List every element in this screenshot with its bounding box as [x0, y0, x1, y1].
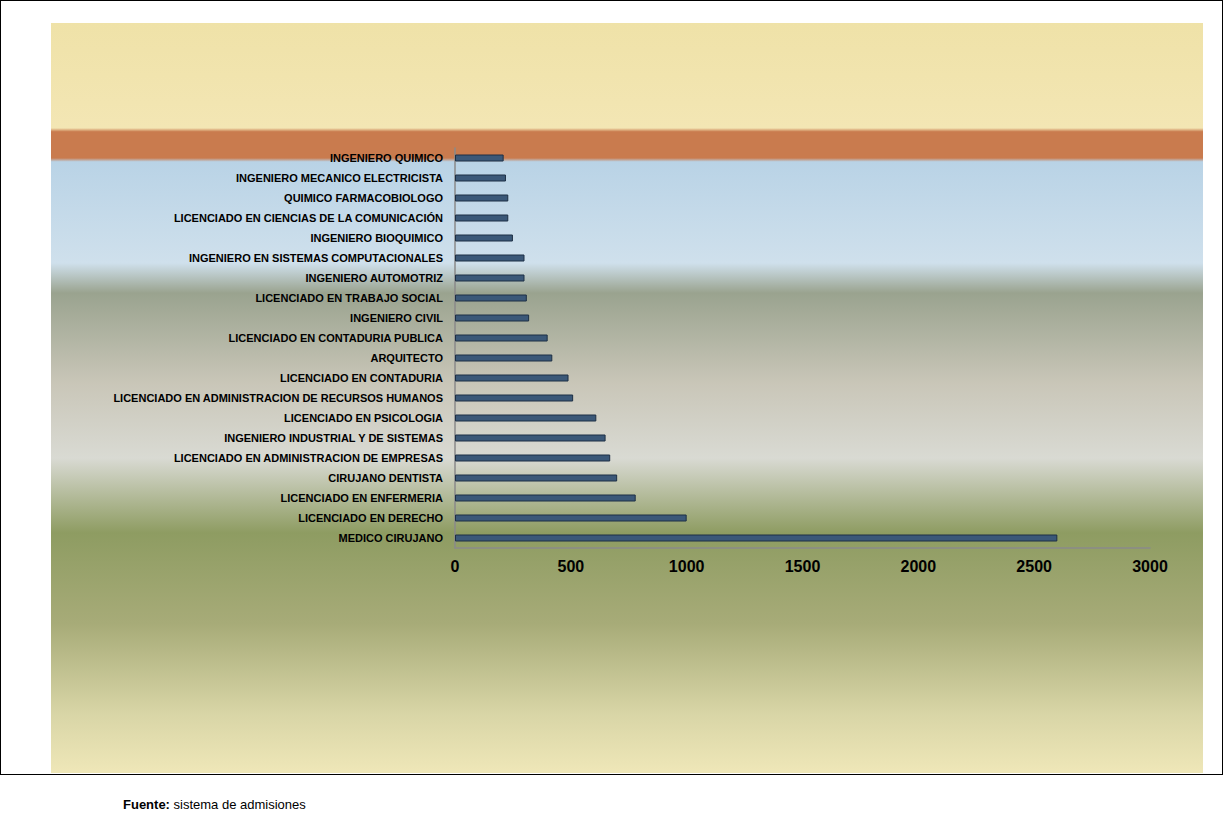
svg-text:2500: 2500 [1016, 558, 1052, 575]
svg-text:LICENCIADO EN CIENCIAS DE LA C: LICENCIADO EN CIENCIAS DE LA COMUNICACIÓ… [174, 212, 443, 224]
svg-text:INGENIERO BIOQUIMICO: INGENIERO BIOQUIMICO [310, 232, 443, 244]
svg-text:INGENIERO INDUSTRIAL Y DE SIST: INGENIERO INDUSTRIAL Y DE SISTEMAS [224, 432, 443, 444]
svg-text:MEDICO CIRUJANO: MEDICO CIRUJANO [338, 532, 443, 544]
svg-text:INGENIERO MECANICO ELECTRICIST: INGENIERO MECANICO ELECTRICISTA [236, 172, 443, 184]
svg-text:2000: 2000 [901, 558, 937, 575]
svg-text:LICENCIADO EN ENFERMERIA: LICENCIADO EN ENFERMERIA [280, 492, 443, 504]
svg-text:ARQUITECTO: ARQUITECTO [370, 352, 443, 364]
svg-text:Fuente:: Fuente: [123, 797, 170, 812]
svg-text:1000: 1000 [669, 558, 705, 575]
svg-text:INGENIERO CIVIL: INGENIERO CIVIL [350, 312, 443, 324]
svg-text:500: 500 [557, 558, 584, 575]
svg-text:LICENCIADO EN PSICOLOGIA: LICENCIADO EN PSICOLOGIA [284, 412, 443, 424]
svg-text:0: 0 [451, 558, 460, 575]
svg-text:LICENCIADO EN ADMINISTRACION D: LICENCIADO EN ADMINISTRACION DE EMPRESAS [174, 452, 443, 464]
svg-text:1500: 1500 [785, 558, 821, 575]
svg-text:LICENCIADO EN CONTADURIA: LICENCIADO EN CONTADURIA [280, 372, 443, 384]
svg-text:LICENCIADO EN ADMINISTRACION D: LICENCIADO EN ADMINISTRACION DE RECURSOS… [113, 392, 443, 404]
svg-text:sistema de admisiones: sistema de admisiones [170, 797, 306, 812]
svg-text:INGENIERO QUIMICO: INGENIERO QUIMICO [330, 152, 444, 164]
svg-text:INGENIERO AUTOMOTRIZ: INGENIERO AUTOMOTRIZ [306, 272, 444, 284]
svg-text:CIRUJANO DENTISTA: CIRUJANO DENTISTA [328, 472, 443, 484]
svg-text:LICENCIADO EN CONTADURIA PUBLI: LICENCIADO EN CONTADURIA PUBLICA [229, 332, 444, 344]
svg-text:INGENIERO EN SISTEMAS COMPUTAC: INGENIERO EN SISTEMAS COMPUTACIONALES [189, 252, 443, 264]
svg-text:LICENCIADO EN TRABAJO SOCIAL: LICENCIADO EN TRABAJO SOCIAL [255, 292, 443, 304]
svg-text:QUIMICO FARMACOBIOLOGO: QUIMICO FARMACOBIOLOGO [284, 192, 443, 204]
svg-text:LICENCIADO EN DERECHO: LICENCIADO EN DERECHO [298, 512, 443, 524]
svg-text:3000: 3000 [1132, 558, 1168, 575]
